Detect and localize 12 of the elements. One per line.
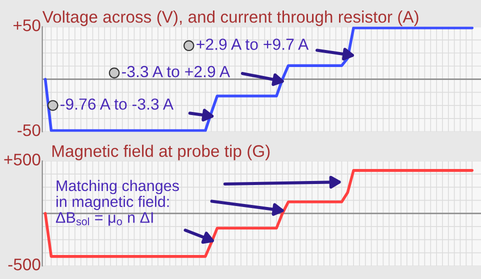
y-tick-label: -50	[18, 124, 40, 136]
annotation: -9.76 A to -3.3 A	[60, 98, 174, 110]
annotation: Matching changes in magnetic field: ΔB$_{sol}$ = μ$_{o}$ n ΔI	[56, 180, 179, 226]
y-tick-label: -500	[8, 258, 40, 270]
y-tick-label: +500	[4, 154, 40, 166]
line-series	[44, 169, 474, 258]
y-tick-label: +50	[13, 19, 40, 32]
chart-title: Magnetic field at probe tip (G)	[52, 144, 270, 160]
annotation: +2.9 A to +9.7 A	[196, 38, 309, 50]
line-series	[44, 26, 474, 132]
annotation: -3.3 A to +2.9 A	[122, 66, 230, 78]
chart-title: Voltage across (V), and current through resistor (A)	[42, 10, 418, 26]
